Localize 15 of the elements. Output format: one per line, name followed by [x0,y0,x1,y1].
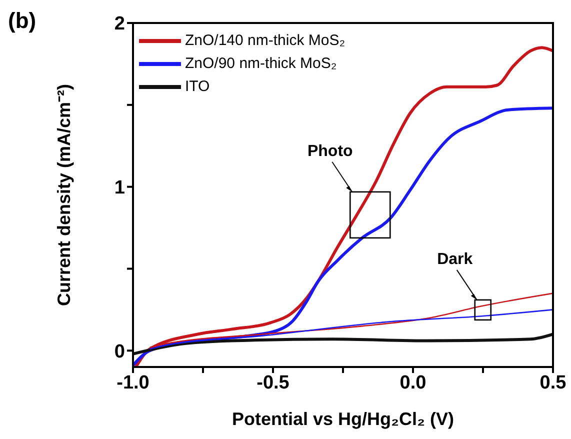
y-tick-label: 2 [114,14,125,35]
x-tick-label: -1.0 [116,372,150,394]
y-tick-label: 0 [114,341,125,362]
chart-title: (b) [8,8,36,34]
legend-label: ZnO/90 nm-thick MoS₂ [185,54,337,74]
x-tick-label: -0.5 [256,372,290,394]
annotation: Dark [437,250,473,268]
x-axis-title: Potential vs Hg/Hg₂Cl₂ (V) [232,409,454,429]
legend-label: ITO [185,77,210,97]
y-axis-title: Current density (mA/cm⁻²) [54,84,74,306]
x-tick-label: 0.5 [540,372,567,394]
annotation: Photo [307,142,354,160]
legend-label: ZnO/140 nm-thick MoS₂ [185,31,346,51]
x-tick-label: 0.0 [400,372,426,394]
y-tick-label: 1 [114,178,126,199]
